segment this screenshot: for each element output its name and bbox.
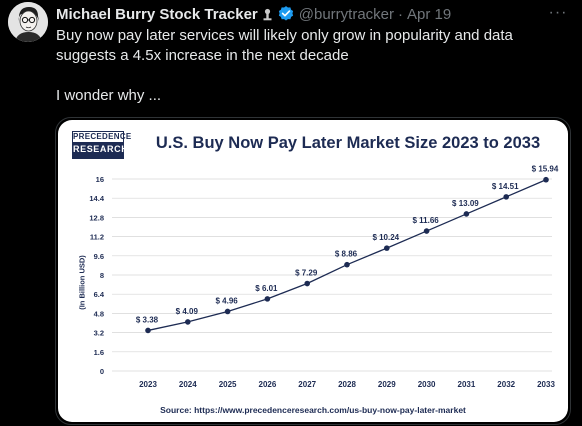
x-tick-label: 2023 <box>139 380 157 389</box>
data-label: $ 7.29 <box>295 269 318 278</box>
x-tick-label: 2032 <box>497 380 515 389</box>
data-point <box>384 245 390 251</box>
x-tick-label: 2031 <box>458 380 476 389</box>
data-point <box>463 211 470 217</box>
x-tick-label: 2024 <box>179 380 197 389</box>
avatar[interactable] <box>8 2 48 42</box>
data-point <box>344 261 350 268</box>
tweet-date[interactable]: Apr 19 <box>407 5 452 23</box>
x-tick-label: 2025 <box>219 380 237 389</box>
y-tick-label: 11.2 <box>90 233 104 242</box>
x-tick-label: 2033 <box>537 380 555 389</box>
data-point <box>304 280 310 287</box>
x-tick-label: 2029 <box>378 380 396 389</box>
x-tick-label: 2030 <box>418 380 436 389</box>
line-chart: 0 1.6 3.2 4.8 6.4 8 9.6 11.2 12.8 14.4 16 2023 2024 2… <box>89 165 559 389</box>
data-label: $ 11.66 <box>412 216 439 225</box>
data-point <box>264 296 271 302</box>
separator-dot: · <box>398 5 404 23</box>
y-tick-label: 14.4 <box>89 194 104 203</box>
y-tick-label: 8 <box>100 271 104 280</box>
x-tick-label: 2027 <box>298 380 316 389</box>
tweet-text: Buy now pay later services will likely o… <box>56 26 568 106</box>
data-label: $ 13.09 <box>452 199 479 208</box>
verified-badge-icon[interactable] <box>277 5 295 23</box>
data-label: $ 14.51 <box>492 182 519 191</box>
x-tick-label: 2028 <box>338 380 356 389</box>
data-label: $ 3.38 <box>136 315 159 324</box>
y-tick-label: 0 <box>100 367 104 376</box>
data-point <box>503 194 510 200</box>
data-label: $ 8.86 <box>335 250 358 259</box>
data-label: $ 6.01 <box>255 284 278 293</box>
y-tick-label: 3.2 <box>94 329 104 338</box>
data-label: $ 10.24 <box>372 233 399 242</box>
logo-top-text: PRECEDENCE <box>73 132 132 142</box>
chart-source: Source: https://www.precedenceresearch.c… <box>160 405 466 415</box>
y-tick-label: 16 <box>96 175 104 184</box>
chart-card: PRECEDENCE RESEARCH U.S. Buy Now Pay Lat… <box>58 120 568 422</box>
person-icon <box>262 8 273 21</box>
data-label: $ 15.94 <box>532 165 559 174</box>
tweet-text-paragraph-2: I wonder why ... <box>56 87 162 104</box>
data-point <box>224 308 231 315</box>
tweet-text-paragraph-1: Buy now pay later services will likely o… <box>56 27 513 64</box>
more-icon[interactable]: ··· <box>548 4 568 21</box>
tweet-header: Michael Burry Stock Tracker @burrytracke… <box>56 4 572 24</box>
y-tick-label: 12.8 <box>89 213 104 222</box>
chart-title: U.S. Buy Now Pay Later Market Size 2023 … <box>155 134 541 152</box>
y-tick-label: 1.6 <box>94 348 104 357</box>
data-point <box>423 228 430 234</box>
tweet-media-image[interactable]: PRECEDENCE RESEARCH U.S. Buy Now Pay Lat… <box>55 117 571 425</box>
author-handle[interactable]: @burrytracker <box>298 5 395 23</box>
data-label: $ 4.96 <box>215 296 238 305</box>
y-tick-label: 6.4 <box>94 290 105 299</box>
y-tick-label: 9.6 <box>94 252 104 261</box>
data-point <box>145 327 151 334</box>
data-label: $ 4.09 <box>176 307 199 316</box>
data-point <box>543 176 549 183</box>
author-name[interactable]: Michael Burry Stock Tracker <box>56 5 258 23</box>
precedence-research-logo: PRECEDENCE RESEARCH <box>72 131 132 159</box>
data-point <box>185 319 191 325</box>
x-tick-label: 2026 <box>259 380 277 389</box>
y-tick-label: 4.8 <box>94 309 104 318</box>
logo-bottom-text: RESEARCH <box>73 142 128 158</box>
